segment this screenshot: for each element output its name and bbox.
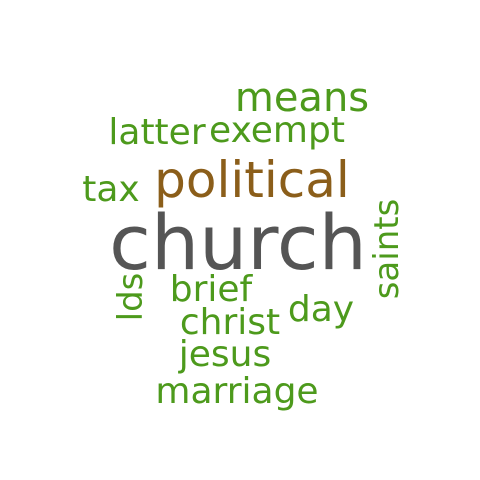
word-exempt: exempt — [209, 110, 345, 151]
word-latter: latter — [108, 112, 206, 153]
word-church: church — [109, 198, 367, 287]
word-brief: brief — [169, 269, 253, 310]
word-day: day — [287, 289, 355, 330]
word-saints: saints — [367, 198, 407, 300]
word-jesus: jesus — [178, 334, 272, 375]
word-means: means — [234, 75, 370, 121]
word-marriage: marriage — [155, 371, 319, 412]
word-political: political — [154, 151, 350, 209]
word-tax: tax — [82, 169, 140, 210]
word-christ: christ — [179, 302, 281, 343]
word-lds: lds — [111, 272, 151, 322]
